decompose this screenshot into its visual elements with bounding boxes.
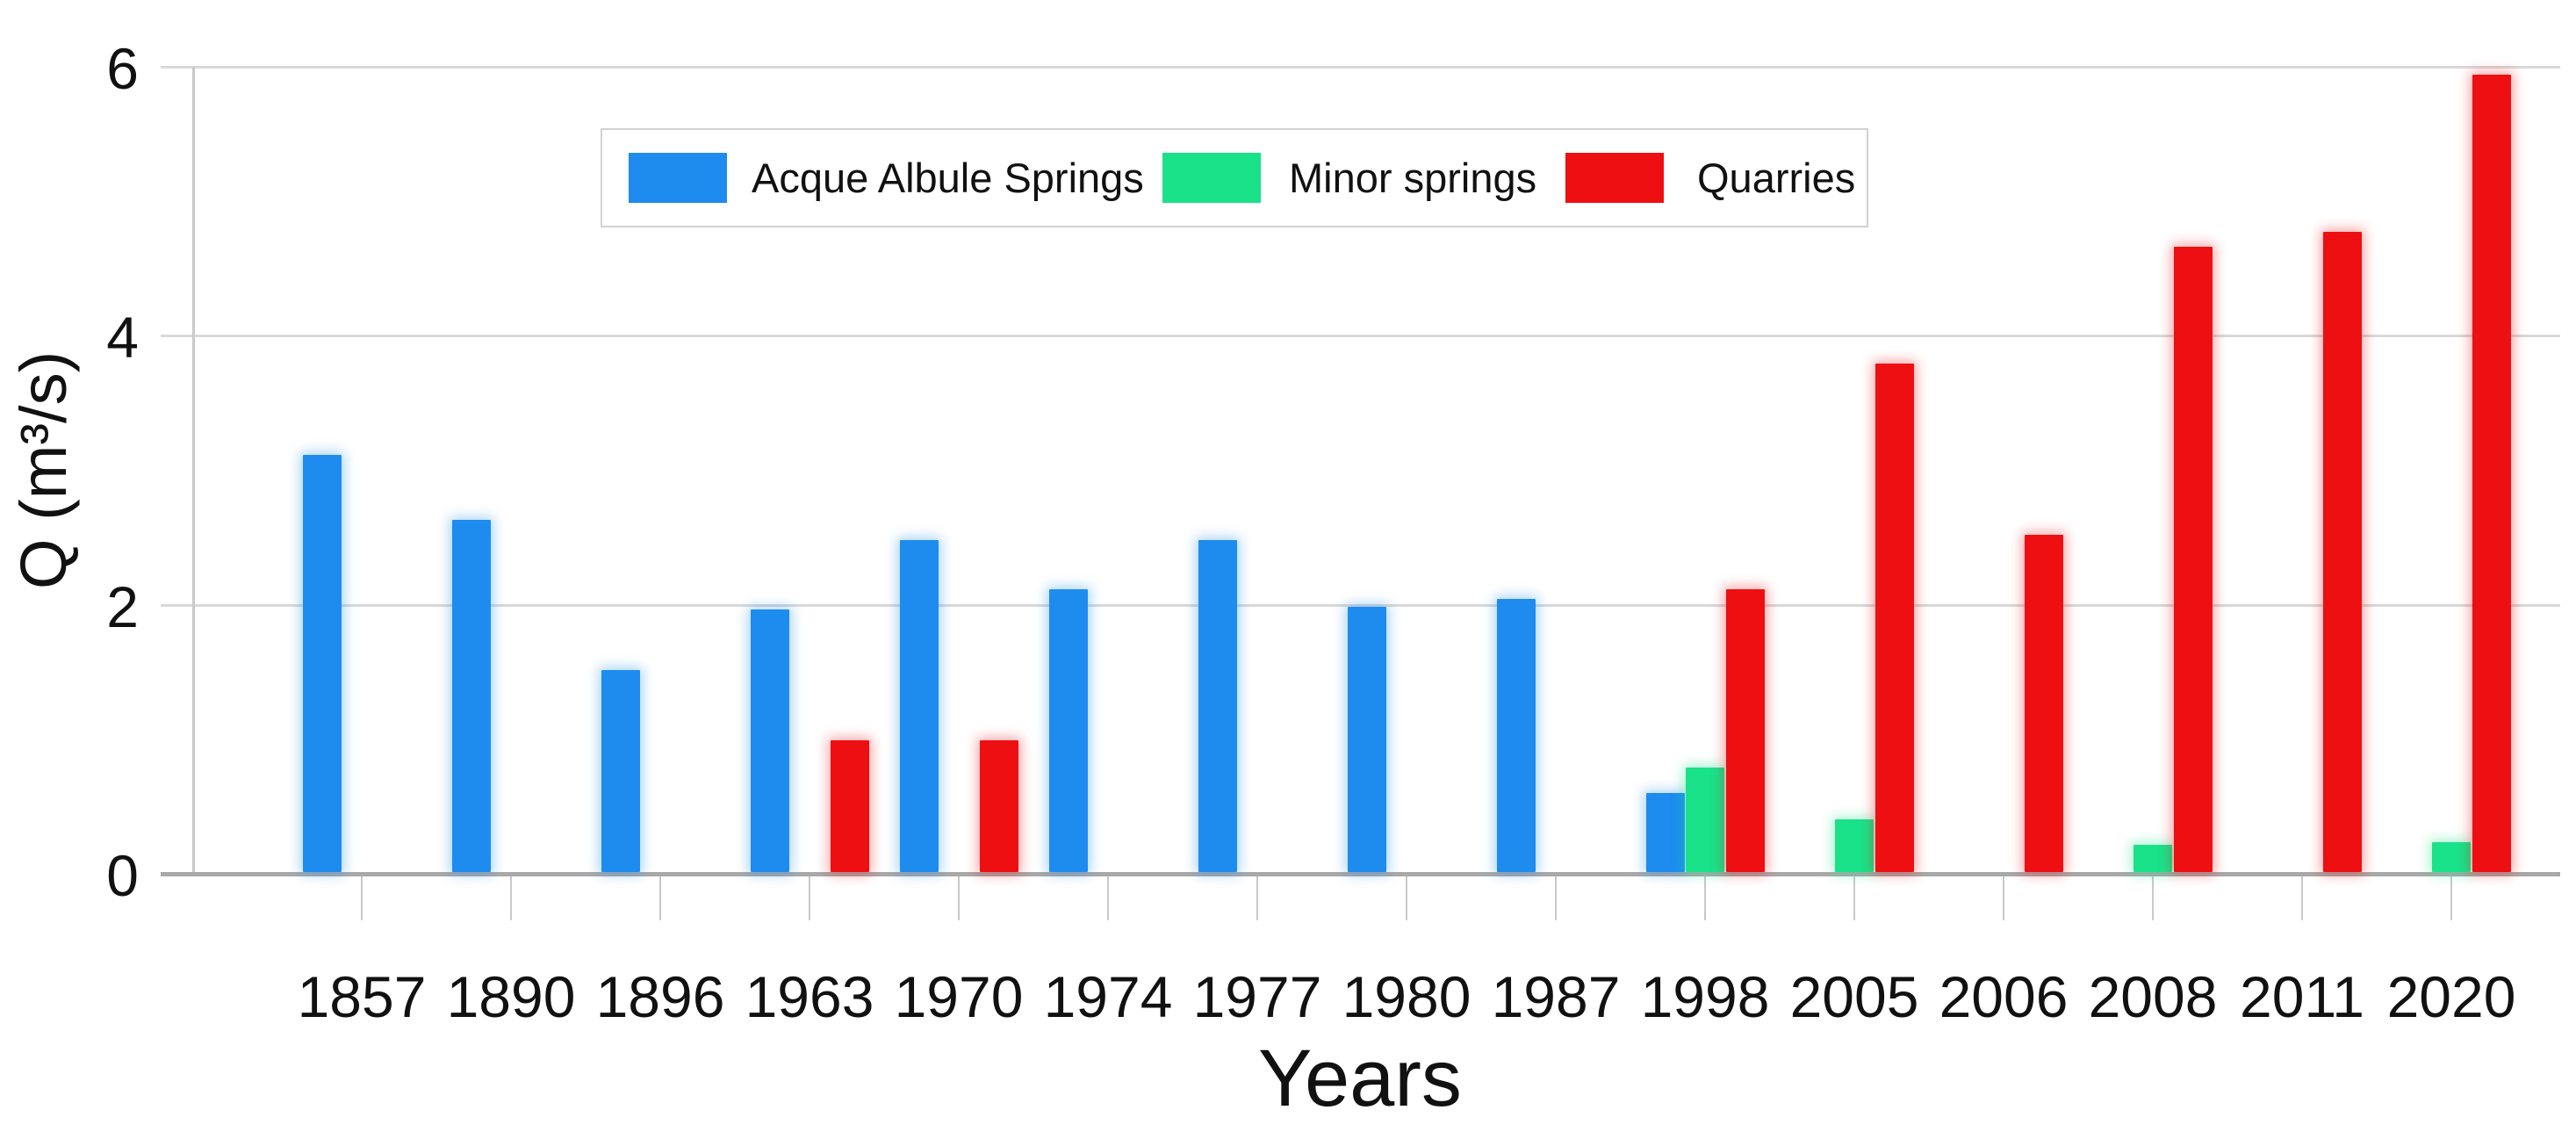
legend: Acque Albule Springs Minor springs Quarr… <box>601 128 1868 227</box>
x-tick-1987 <box>1555 876 1557 920</box>
bar-1896-acque-albule-springs <box>601 670 640 872</box>
x-tick-1963 <box>809 876 810 920</box>
legend-swatch-quarries <box>1565 153 1664 203</box>
x-tick-2005 <box>1853 876 1855 920</box>
bar-1963-quarries <box>831 740 869 872</box>
y-axis-title: Q (m³/s) <box>7 350 80 589</box>
gridline-y-4 <box>161 335 2560 338</box>
x-tick-1857 <box>361 876 363 920</box>
x-tick-1896 <box>659 876 661 920</box>
y-tick-label-0: 0 <box>106 843 139 908</box>
x-label-1963: 1963 <box>745 964 874 1029</box>
y-tick-label-4: 4 <box>106 305 139 371</box>
x-label-2011: 2011 <box>2240 964 2364 1029</box>
x-label-2020: 2020 <box>2386 964 2516 1029</box>
y-axis-line <box>192 66 195 874</box>
x-tick-1970 <box>958 876 960 920</box>
legend-item: Acque Albule Springs <box>629 130 1144 226</box>
x-label-1974: 1974 <box>1043 964 1173 1029</box>
legend-label: Acque Albule Springs <box>752 155 1144 201</box>
x-tick-2006 <box>2003 876 2004 920</box>
bar-2005-quarries <box>1875 364 1914 872</box>
bar-1998-acque-albule-springs <box>1646 793 1685 872</box>
x-tick-2008 <box>2152 876 2154 920</box>
legend-item: Quarries <box>1565 130 1855 226</box>
x-axis-title: Years <box>1258 1034 1462 1123</box>
bar-2020-minor-springs <box>2432 842 2471 872</box>
x-label-1977: 1977 <box>1192 964 1322 1029</box>
x-label-1987: 1987 <box>1491 964 1621 1029</box>
bar-1890-acque-albule-springs <box>452 520 491 872</box>
x-label-2006: 2006 <box>1939 964 2069 1029</box>
legend-item: Minor springs <box>1162 130 1536 226</box>
x-label-1980: 1980 <box>1342 964 1471 1029</box>
bar-1857-acque-albule-springs <box>303 455 342 872</box>
x-tick-1977 <box>1256 876 1258 920</box>
bar-1977-acque-albule-springs <box>1198 540 1237 872</box>
bar-1963-acque-albule-springs <box>751 609 789 872</box>
bar-1970-acque-albule-springs <box>900 540 939 872</box>
gridline-y-2 <box>161 603 2560 607</box>
x-tick-2011 <box>2301 876 2303 920</box>
x-tick-2020 <box>2450 876 2452 920</box>
x-tick-1890 <box>510 876 512 920</box>
x-label-1890: 1890 <box>446 964 576 1029</box>
bar-2020-quarries <box>2472 75 2511 872</box>
bar-1987-acque-albule-springs <box>1497 599 1536 872</box>
x-label-2005: 2005 <box>1789 964 1919 1029</box>
y-tick-label-2: 2 <box>106 573 139 639</box>
bar-1970-quarries <box>980 740 1018 872</box>
x-label-1857: 1857 <box>297 964 427 1029</box>
x-tick-1980 <box>1406 876 1407 920</box>
legend-label: Quarries <box>1697 155 1856 201</box>
bar-1980-acque-albule-springs <box>1348 607 1386 872</box>
legend-swatch-minor-springs <box>1162 153 1261 203</box>
x-label-1970: 1970 <box>894 964 1024 1029</box>
bar-1998-minor-springs <box>1686 768 1724 872</box>
bar-2008-minor-springs <box>2133 845 2172 872</box>
x-axis-line <box>161 872 2560 876</box>
x-label-1896: 1896 <box>595 964 725 1029</box>
x-label-1998: 1998 <box>1640 964 1770 1029</box>
legend-swatch-acque-albule-springs <box>629 153 727 203</box>
bar-1998-quarries <box>1726 589 1765 872</box>
x-tick-1998 <box>1704 876 1706 920</box>
bar-2006-quarries <box>2025 535 2063 872</box>
bar-2008-quarries <box>2174 247 2213 872</box>
bar-2005-minor-springs <box>1835 819 1874 872</box>
bar-2011-quarries <box>2323 232 2362 872</box>
y-tick-label-6: 6 <box>106 35 139 101</box>
x-label-2008: 2008 <box>2088 964 2218 1029</box>
bar-1974-acque-albule-springs <box>1049 589 1088 872</box>
legend-label: Minor springs <box>1289 155 1537 201</box>
gridline-y-6 <box>161 65 2560 68</box>
x-tick-1974 <box>1107 876 1109 920</box>
